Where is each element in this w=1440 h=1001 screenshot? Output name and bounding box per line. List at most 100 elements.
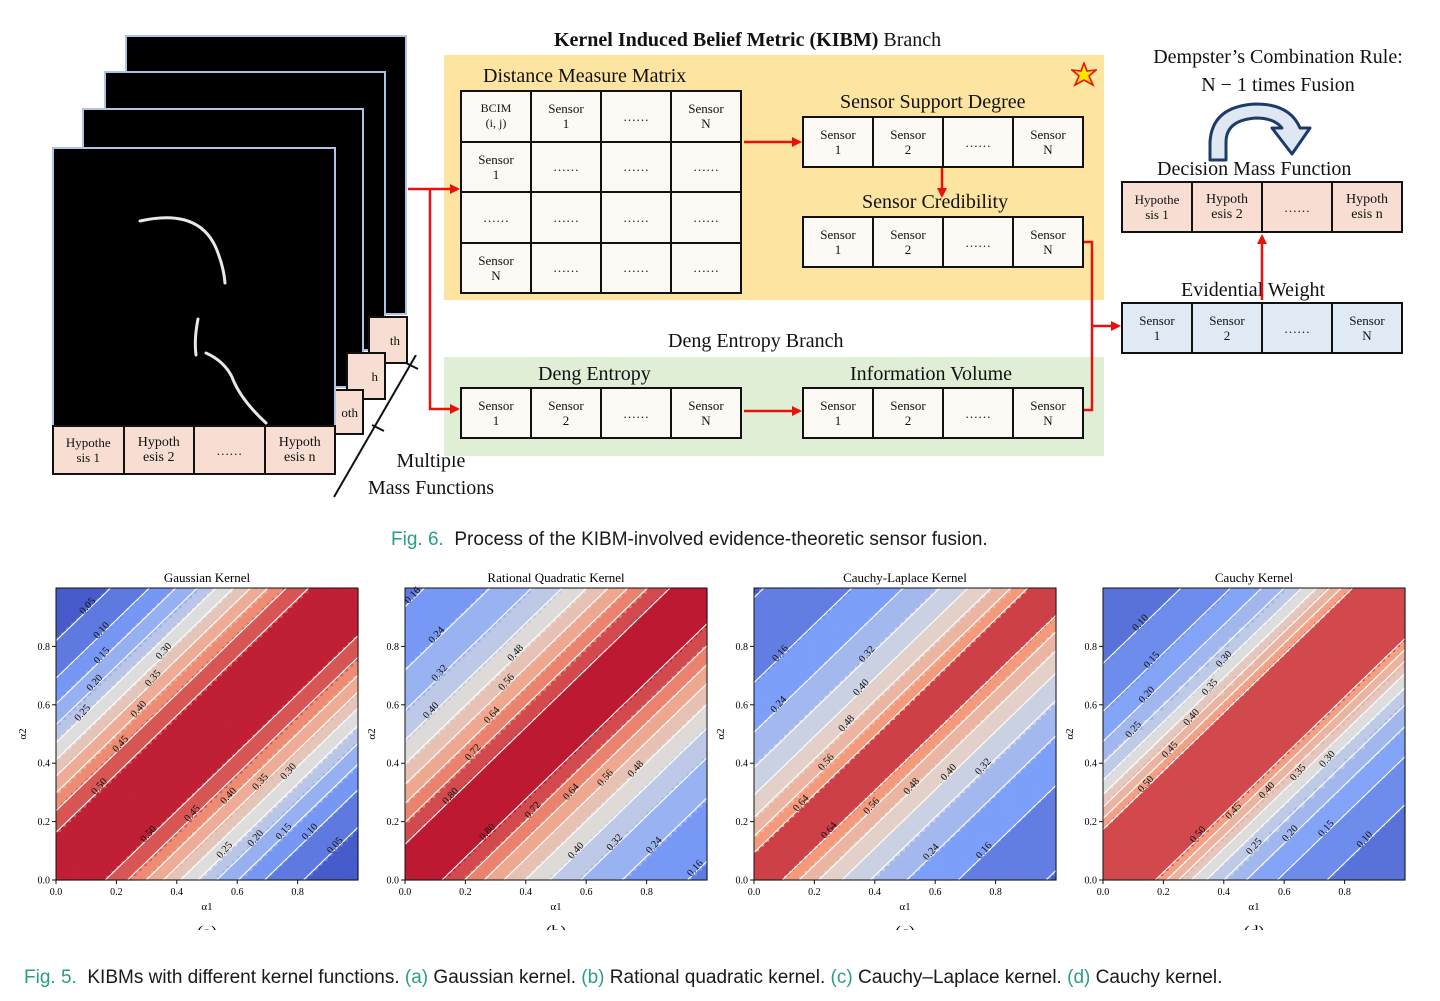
credibility-cell: Sensor N: [1014, 218, 1082, 266]
info-volume-cells: Sensor 1 Sensor 2 …… Sensor N: [802, 387, 1084, 439]
info-volume-title: Information Volume: [850, 363, 1013, 385]
x-tick-label: 0.8: [989, 887, 1002, 898]
x-tick-label: 0.6: [231, 887, 244, 898]
y-tick-label: 0.4: [1085, 759, 1098, 770]
y-tick-label: 0.8: [1085, 642, 1098, 653]
kernel-plot-0: 0.500.500.450.450.400.400.350.350.300.30…: [17, 570, 359, 930]
y-axis-label: α2: [17, 728, 29, 739]
fig5-part-c: Cauchy–Laplace kernel.: [852, 967, 1062, 988]
y-tick-label: 0.2: [1085, 817, 1098, 828]
y-tick-label: 0.6: [1085, 700, 1098, 711]
deng-entropy-cells: Sensor 1 Sensor 2 …… Sensor N: [460, 387, 742, 439]
plot-title: Cauchy-Laplace Kernel: [843, 570, 967, 585]
axes-frame: [404, 587, 708, 881]
matrix-cell: ……: [532, 142, 600, 191]
y-tick-label: 0.6: [736, 700, 749, 711]
deng-branch-title: Deng Entropy Branch: [668, 330, 844, 352]
brace-line: [333, 355, 419, 498]
evidential-cell: Sensor N: [1333, 304, 1401, 352]
x-tick-label: 0.2: [1157, 887, 1170, 898]
x-tick-label: 0.2: [459, 887, 472, 898]
fig5-tag-d: (d): [1067, 967, 1091, 988]
evidential-cell: ……: [1263, 304, 1331, 352]
info-cell: Sensor 2: [874, 389, 942, 437]
contour-fill: [1103, 588, 1406, 881]
matrix-cell: ……: [672, 142, 740, 191]
decision-cell: Hypothe sis 1: [1123, 183, 1191, 231]
matrix-cell: Sensor 1: [462, 142, 530, 191]
x-tick-label: 0.0: [50, 887, 63, 898]
matrix-cell: ……: [532, 193, 600, 242]
fig5-part-d: Cauchy kernel.: [1090, 967, 1223, 988]
info-cell: Sensor N: [1014, 389, 1082, 437]
deng-cell: Sensor 1: [462, 389, 530, 437]
x-tick-label: 0.4: [1218, 887, 1231, 898]
sensor-support-cells: Sensor 1 Sensor 2 …… Sensor N: [802, 116, 1084, 168]
star-icon: [1071, 62, 1097, 87]
mass-function-cells: Hypothe sis 1 Hypoth esis 2 …… Hypoth es…: [52, 425, 336, 475]
fig5-text: KIBMs with different kernel functions.: [87, 967, 400, 988]
matrix-cell: ……: [672, 243, 740, 292]
y-tick-label: 0.2: [736, 817, 749, 828]
decision-mass-cells: Hypothe sis 1 Hypoth esis 2 …… Hypoth es…: [1121, 181, 1403, 233]
x-axis-label: α1: [201, 901, 212, 913]
fig6-caption: Fig. 6. Process of the KIBM-involved evi…: [391, 529, 988, 551]
kibm-title-bold: Kernel Induced Belief Metric (KIBM): [554, 29, 879, 51]
matrix-cell: Sensor 1: [532, 92, 600, 141]
mass-cell: ……: [195, 427, 264, 473]
sensor-image: [138, 216, 268, 425]
matrix-cell: Sensor N: [672, 92, 740, 141]
plot-sublabel: (a): [197, 922, 217, 930]
matrix-cell: ……: [672, 193, 740, 242]
contour-fill: [754, 588, 1057, 881]
y-axis-label: α2: [1064, 728, 1076, 739]
contour-lines: [55, 587, 359, 881]
x-tick-label: 0.6: [1278, 887, 1291, 898]
axes-frame: [753, 587, 1057, 881]
credibility-cell: ……: [944, 218, 1012, 266]
contour-fill: [56, 588, 359, 881]
y-tick-label: 0.4: [387, 759, 400, 770]
y-tick-label: 0.8: [387, 642, 400, 653]
fig5-label: Fig. 5.: [24, 967, 77, 988]
fig5-tag-c: (c): [830, 967, 853, 988]
fusion-loop-arrow-icon: [1208, 102, 1312, 162]
support-cell: Sensor N: [1014, 118, 1082, 166]
fig5-part-b: Rational quadratic kernel.: [604, 967, 826, 988]
kibm-title-rest: Branch: [878, 29, 942, 51]
y-tick-label: 0.0: [38, 876, 51, 887]
x-tick-label: 0.0: [1097, 887, 1110, 898]
dempster-line2: N − 1 times Fusion: [1201, 74, 1355, 96]
sensor-credibility-cells: Sensor 1 Sensor 2 …… Sensor N: [802, 216, 1084, 268]
x-axis-label: α1: [899, 901, 910, 913]
deng-cell: Sensor 2: [532, 389, 600, 437]
decision-cell: ……: [1263, 183, 1331, 231]
y-tick-label: 0.6: [38, 700, 51, 711]
evidential-weight-cells: Sensor 1 Sensor 2 …… Sensor N: [1121, 302, 1403, 354]
matrix-cell: ……: [602, 92, 670, 141]
x-tick-label: 0.8: [640, 887, 653, 898]
contour-lines: [753, 587, 1057, 881]
matrix-cell: ……: [532, 243, 600, 292]
plot-sublabel: (d): [1244, 922, 1265, 930]
info-cell: ……: [944, 389, 1012, 437]
sensor-image-frame: [52, 147, 336, 427]
multiple-label-line2: Mass Functions: [367, 477, 495, 499]
axes-frame: [1102, 587, 1406, 881]
deng-entropy-title: Deng Entropy: [538, 363, 651, 385]
x-axis-label: α1: [1248, 901, 1259, 913]
support-cell: ……: [944, 118, 1012, 166]
credibility-cell: Sensor 1: [804, 218, 872, 266]
decision-title: Decision Mass Function: [1157, 158, 1352, 180]
evidential-title: Evidential Weight: [1181, 279, 1326, 301]
mass-cell: Hypoth esis n: [265, 427, 334, 473]
mass-cell: Hypoth esis 2: [124, 427, 193, 473]
y-tick-label: 0.4: [736, 759, 749, 770]
fig5-part-a: Gaussian kernel.: [428, 967, 576, 988]
plot-title: Rational Quadratic Kernel: [487, 570, 625, 585]
sensor-credibility-title: Sensor Credibility: [862, 191, 1009, 213]
y-tick-label: 0.0: [1085, 876, 1098, 887]
x-tick-label: 0.8: [1338, 887, 1351, 898]
kernel-plot-1: 0.800.800.720.720.640.640.560.560.480.48…: [366, 570, 708, 930]
fig6-label: Fig. 6.: [391, 529, 444, 550]
